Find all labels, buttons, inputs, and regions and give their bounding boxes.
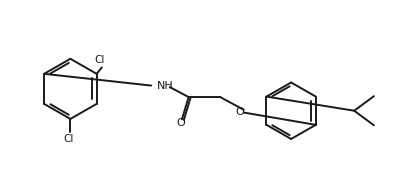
Text: Cl: Cl xyxy=(63,134,73,144)
Text: O: O xyxy=(176,117,185,128)
Text: O: O xyxy=(235,107,244,117)
Text: NH: NH xyxy=(157,81,174,91)
Text: Cl: Cl xyxy=(94,55,105,65)
